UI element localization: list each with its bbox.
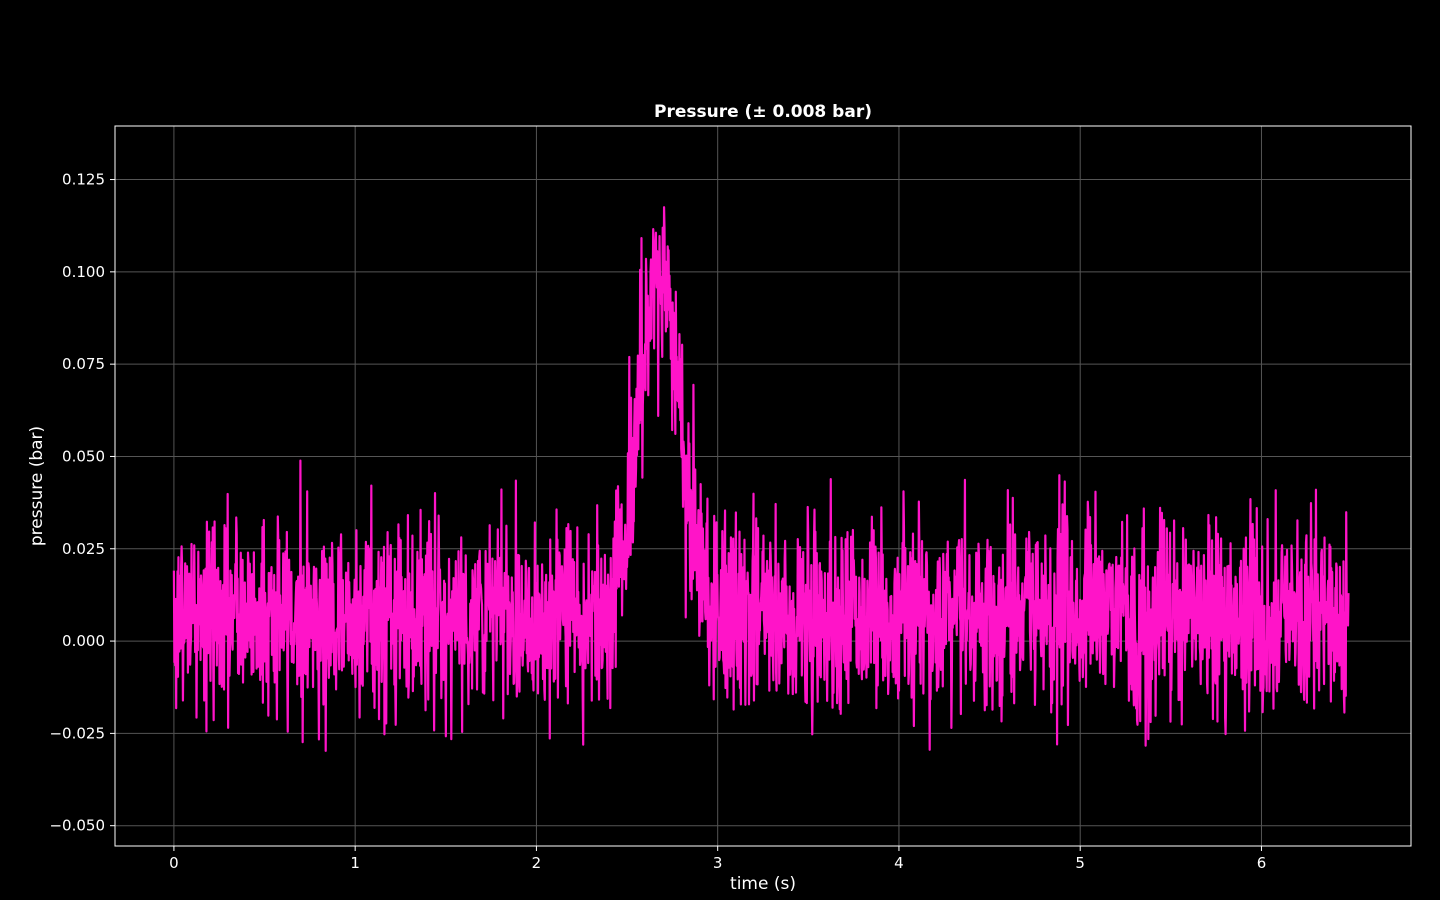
y-tick-label: 0.075 (62, 355, 105, 373)
chart-title: Pressure (± 0.008 bar) (654, 102, 872, 122)
y-tick-label: −0.050 (49, 817, 105, 835)
x-tick-label: 0 (169, 854, 179, 872)
x-tick-label: 2 (532, 854, 542, 872)
y-axis-ticks: −0.050 −0.025 0.000 0.025 0.050 0.075 0.100 0.1… (49, 171, 115, 835)
x-axis-ticks: 0 1 2 3 4 5 6 (169, 846, 1266, 872)
y-tick-label: 0.125 (62, 171, 105, 189)
x-tick-label: 1 (350, 854, 360, 872)
plot-area (172, 206, 1350, 752)
x-tick-label: 5 (1075, 854, 1085, 872)
y-tick-label: −0.025 (49, 724, 105, 742)
x-tick-label: 6 (1257, 854, 1267, 872)
y-tick-label: 0.025 (62, 540, 105, 558)
grid-lines (115, 126, 1411, 846)
plot-frame (114, 125, 1412, 847)
y-tick-label: 0.000 (62, 632, 105, 650)
x-tick-label: 3 (713, 854, 723, 872)
pressure-series-line (172, 206, 1350, 752)
y-tick-label: 0.050 (62, 447, 105, 465)
y-tick-label: 0.100 (62, 263, 105, 281)
x-tick-label: 4 (894, 854, 904, 872)
x-axis-label: time (s) (730, 874, 796, 894)
y-axis-label: pressure (bar) (27, 426, 47, 546)
